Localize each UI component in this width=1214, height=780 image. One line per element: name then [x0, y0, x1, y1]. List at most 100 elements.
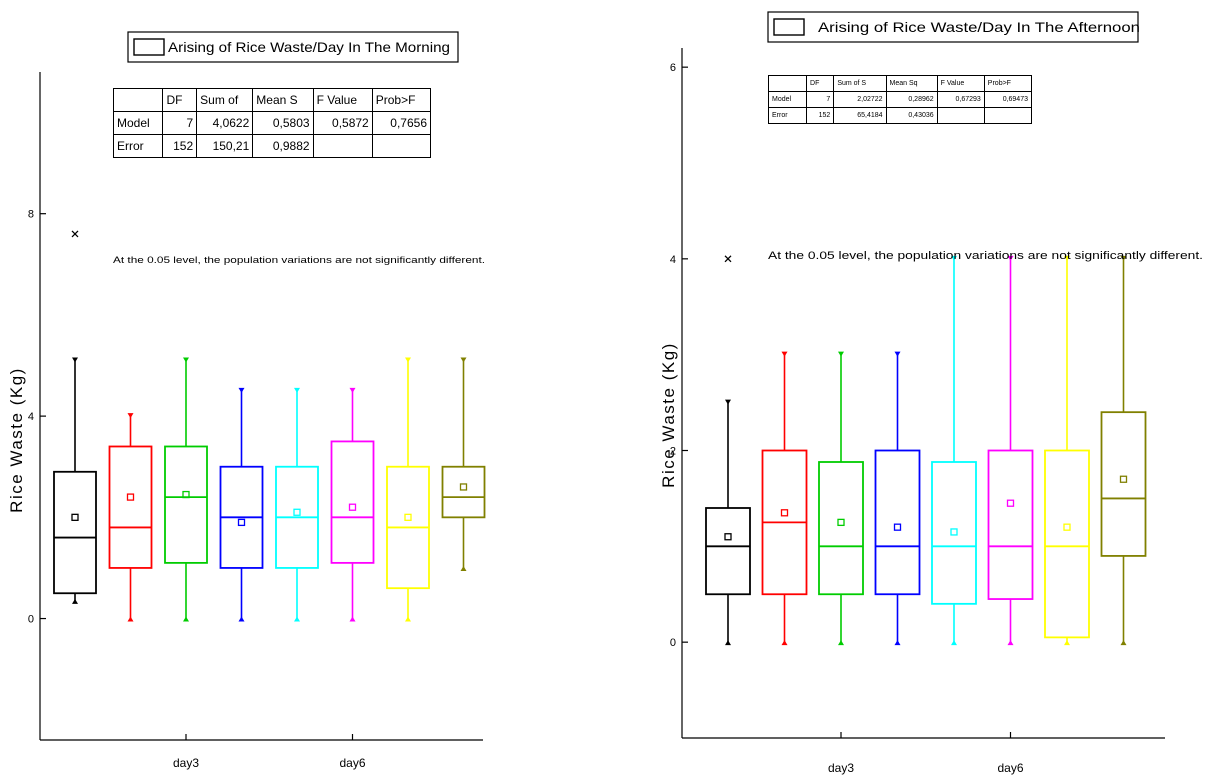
y-tick-label: 4: [670, 254, 676, 266]
anova-cell: [312, 134, 373, 158]
y-tick-label: 4: [28, 411, 34, 423]
anova-row-model: Model 7 4,0622 0,5803 0,5872 0,7656: [112, 111, 432, 135]
anova-header-cell: [767, 75, 808, 92]
box-mean-marker: [1006, 499, 1015, 507]
whisker-max-marker: [460, 357, 467, 363]
y-axis-label: Rice Waste (Kg): [7, 367, 26, 513]
whisker-min-marker: [1007, 640, 1014, 646]
significance-note: At the 0.05 level, the population variat…: [768, 250, 1203, 262]
anova-header-cell: F Value: [312, 88, 373, 112]
whisker-max-marker: [405, 357, 411, 363]
whisker-min-marker: [725, 640, 731, 646]
anova-header-cell: Mean S: [252, 88, 314, 112]
box-mean-marker: [724, 533, 732, 541]
anova-cell: 2,02722: [833, 91, 887, 108]
anova-header-row: DF Sum of Mean S F Value Prob>F: [112, 88, 432, 112]
whisker-max-marker: [349, 387, 356, 393]
anova-header-cell: DF: [806, 75, 835, 92]
anova-cell: 150,21: [196, 134, 254, 158]
box-mean-marker: [237, 518, 246, 527]
anova-cell: Model: [767, 91, 808, 108]
box-iqr: [53, 470, 97, 595]
anova-cell: Error: [112, 134, 164, 158]
whisker-min-marker: [183, 616, 189, 622]
box-mean-marker: [1063, 523, 1071, 531]
anova-cell: 7: [806, 91, 835, 108]
whisker-min-marker: [460, 565, 467, 571]
anova-row-error: Error 152 65,4184 0,43036: [767, 107, 1033, 124]
whisker-min-marker: [72, 598, 78, 604]
anova-row-error: Error 152 150,21 0,9882: [112, 134, 432, 158]
whisker-min-marker: [405, 616, 411, 622]
anova-cell: [936, 107, 985, 124]
y-tick-label: 0: [670, 637, 676, 649]
box-mean-marker: [404, 513, 412, 521]
box-mean-marker: [1119, 475, 1128, 483]
whisker-max-marker: [183, 357, 189, 363]
y-tick-label: 6: [670, 62, 676, 74]
anova-cell: 65,4184: [833, 107, 887, 124]
anova-header-cell: Sum of: [196, 88, 254, 112]
y-tick-label: 0: [28, 614, 34, 626]
whisker-max-marker: [238, 387, 245, 393]
box-mean-marker: [950, 528, 958, 536]
significance-note: At the 0.05 level, the population variat…: [113, 255, 485, 266]
whisker-max-marker: [951, 255, 957, 261]
legend-box: [767, 11, 1139, 43]
whisker-max-marker: [1007, 255, 1014, 261]
whisker-min-marker: [781, 640, 788, 646]
anova-cell: [371, 134, 432, 158]
box-iqr: [705, 507, 751, 596]
whisker-min-marker: [294, 616, 300, 622]
box-iqr: [874, 449, 921, 596]
anova-table-morning: DF Sum of Mean S F Value Prob>F Model 7 …: [112, 88, 432, 158]
whisker-min-marker: [1120, 640, 1127, 646]
anova-cell: 0,9882: [252, 134, 314, 158]
box-mean-marker: [348, 503, 357, 511]
whisker-min-marker: [951, 640, 957, 646]
anova-header-cell: DF: [162, 88, 198, 112]
anova-header-cell: Prob>F: [371, 88, 432, 112]
anova-cell: 0,69473: [983, 91, 1033, 108]
anova-cell: Error: [767, 107, 808, 124]
box-mean-marker: [837, 518, 845, 527]
whisker-min-marker: [349, 616, 356, 622]
legend-label: Arising of Rice Waste/Day In The Morning: [168, 39, 450, 55]
anova-cell: 7: [162, 111, 198, 135]
box-iqr: [987, 449, 1034, 600]
y-axis-label: Rice Waste (Kg): [659, 342, 678, 488]
anova-cell: 0,5803: [252, 111, 314, 135]
anova-row-model: Model 7 2,02722 0,28962 0,67293 0,69473: [767, 91, 1033, 108]
box-iqr: [1100, 411, 1147, 557]
x-tick-label: day3: [828, 761, 854, 775]
anova-header-row: DF Sum of S Mean Sq F Value Prob>F: [767, 75, 1033, 92]
anova-cell: [983, 107, 1033, 124]
whisker-max-marker: [127, 413, 134, 419]
whisker-max-marker: [838, 351, 844, 357]
anova-cell: 0,43036: [885, 107, 938, 124]
box-mean-marker: [71, 513, 79, 521]
outlier-marker: [724, 255, 732, 263]
y-tick-label: 8: [28, 209, 34, 221]
box-iqr: [818, 461, 864, 596]
anova-cell: 0,67293: [936, 91, 985, 108]
box-iqr: [931, 461, 977, 605]
whisker-min-marker: [894, 640, 901, 646]
box-iqr: [164, 445, 208, 564]
whisker-min-marker: [1064, 640, 1070, 646]
x-tick-label: day6: [339, 756, 365, 770]
whisker-max-marker: [1064, 255, 1070, 261]
anova-cell: Model: [112, 111, 164, 135]
anova-header-cell: Mean Sq: [885, 75, 938, 92]
whisker-min-marker: [127, 616, 134, 622]
whisker-max-marker: [725, 399, 731, 405]
x-tick-label: day3: [173, 756, 199, 770]
box-iqr: [330, 440, 375, 564]
anova-table-afternoon: DF Sum of S Mean Sq F Value Prob>F Model…: [767, 75, 1033, 124]
box-mean-marker: [126, 493, 135, 501]
outlier-marker: [71, 230, 79, 238]
anova-cell: 0,5872: [312, 111, 373, 135]
anova-header-cell: [112, 88, 164, 112]
whisker-max-marker: [294, 387, 300, 393]
